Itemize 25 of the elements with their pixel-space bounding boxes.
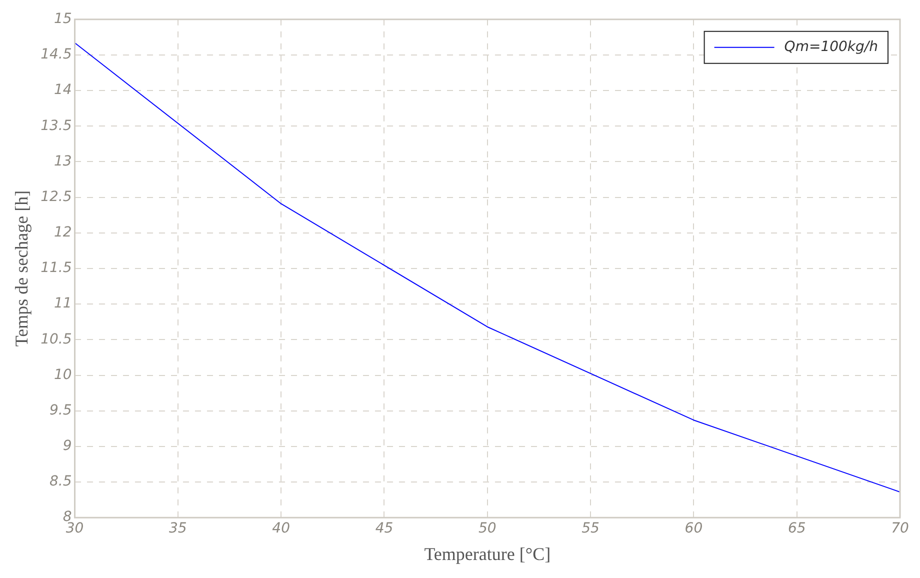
y-tick-label: 8.5 xyxy=(50,474,72,490)
x-tick-label: 40 xyxy=(272,520,290,537)
x-tick-label: 55 xyxy=(582,520,600,537)
y-axis-title: Temps de sechage [h] xyxy=(12,190,32,347)
y-tick-label: 13 xyxy=(54,153,72,170)
x-tick-label: 35 xyxy=(169,520,187,537)
x-tick-label: 60 xyxy=(684,520,703,537)
y-tick-label: 10 xyxy=(54,366,72,383)
y-tick-label: 14.5 xyxy=(40,46,72,63)
y-tick-label: 12 xyxy=(54,224,72,241)
y-tick-label: 9 xyxy=(62,438,72,454)
y-tick-label: 12.5 xyxy=(40,188,72,205)
y-tick-label: 11.5 xyxy=(40,260,72,276)
y-tick-label: 14 xyxy=(54,82,72,98)
x-tick-label: 70 xyxy=(891,520,909,537)
x-tick-label: 65 xyxy=(788,520,806,537)
y-tick-label: 15 xyxy=(54,11,72,28)
x-axis-title: Temperature [°C] xyxy=(424,544,551,564)
y-tick-label: 11 xyxy=(54,296,72,312)
legend-label: Qm=100kg/h xyxy=(784,39,878,56)
x-tick-label: 45 xyxy=(375,520,394,537)
y-tick-label: 10.5 xyxy=(40,331,72,348)
y-tick-label: 9.5 xyxy=(50,402,72,418)
x-tick-label: 50 xyxy=(478,520,496,537)
y-tick-label: 13.5 xyxy=(40,118,72,134)
